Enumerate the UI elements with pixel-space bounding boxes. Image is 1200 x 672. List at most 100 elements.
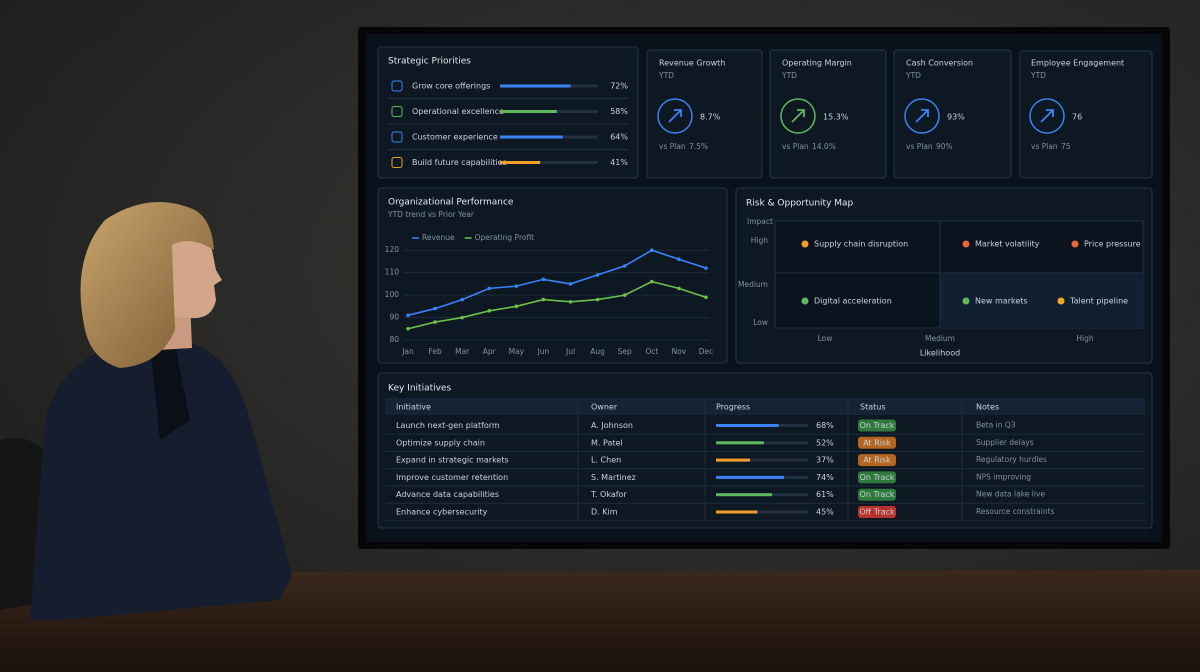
kpi-icon	[780, 98, 816, 134]
risk-label: Price pressure	[1084, 240, 1141, 249]
initiative-name: Advance data capabilities	[396, 490, 499, 499]
risk-cell	[940, 273, 1143, 328]
progress-bar	[500, 135, 563, 139]
kpi-card	[646, 49, 763, 179]
series-point	[622, 264, 627, 268]
priority-label: Operational excellence	[412, 107, 504, 116]
progress-track	[500, 161, 598, 164]
priority-icon	[391, 157, 403, 168]
chart-title: Organizational Performance	[388, 198, 514, 208]
series-point	[514, 304, 519, 309]
x-tick-label: May	[509, 347, 525, 356]
level-label: Medium	[738, 280, 768, 289]
series-line	[407, 249, 707, 317]
kpi-period: YTD	[658, 71, 674, 80]
series-point	[433, 306, 437, 311]
risk-label: Talent pipeline	[1069, 297, 1128, 306]
chart-subtitle: YTD trend vs Prior Year	[387, 210, 475, 219]
kpi-value: 76	[1072, 113, 1082, 122]
y-tick-label: 80	[389, 335, 399, 344]
owner: T. Okafor	[590, 490, 627, 499]
initiative-name: Enhance cybersecurity	[396, 508, 488, 517]
y-tick-label: 120	[385, 245, 400, 254]
status-pill	[858, 506, 896, 518]
priority-label: Build future capabilities	[412, 158, 507, 167]
table-header-cell: Progress	[716, 403, 750, 412]
person-jacket	[30, 340, 292, 620]
progress-bar	[500, 84, 571, 88]
person-hair	[80, 202, 214, 368]
priority-icon	[391, 106, 403, 117]
series-point	[541, 297, 546, 302]
progress-label: 52%	[816, 438, 834, 447]
risk-label: Market volatility	[975, 240, 1040, 249]
x-tick-label: Jan	[401, 347, 414, 356]
series-point	[595, 297, 600, 302]
initiative-name: Improve customer retention	[396, 473, 508, 482]
notes: Resource constraints	[976, 507, 1055, 516]
x-tick-label: Jun	[537, 347, 550, 356]
progress-label: 37%	[816, 456, 834, 465]
progress-track	[716, 458, 808, 462]
level-label: Low	[753, 318, 768, 327]
table-header-cell: Owner	[591, 403, 618, 412]
owner: A. Johnson	[591, 421, 633, 430]
level-label: High	[1076, 334, 1093, 343]
status-pill	[858, 419, 896, 432]
x-tick-label: Nov	[672, 347, 687, 356]
status-pill	[858, 454, 896, 467]
y-tick-label: 90	[389, 313, 399, 322]
series-point	[622, 293, 627, 297]
kpi-glyph	[1040, 109, 1054, 123]
kpi-value: 15.3%	[823, 113, 849, 122]
x-tick-label: Mar	[455, 347, 470, 356]
notes: Supplier delays	[976, 438, 1034, 447]
status-pill	[858, 436, 896, 449]
series-point	[487, 286, 492, 291]
notes: Beta in Q3	[976, 421, 1016, 430]
owner: L. Chen	[591, 456, 621, 465]
risk-label: New markets	[975, 297, 1028, 306]
kpi-compare: vs Plan	[782, 142, 809, 151]
status-label: At Risk	[863, 438, 891, 447]
progress-label: 61%	[816, 490, 834, 499]
priority-value: 58%	[610, 107, 628, 116]
x-tick-label: Dec	[699, 347, 714, 356]
progress-bar	[716, 493, 773, 497]
progress-bar	[500, 110, 557, 113]
owner: D. Kim	[591, 508, 618, 517]
desk	[0, 570, 1200, 672]
series-point	[677, 286, 681, 291]
priority-label: Grow core offerings	[412, 82, 490, 91]
series-point	[650, 248, 654, 253]
x-tick-label: Oct	[645, 347, 658, 356]
kpi-card	[769, 49, 887, 179]
initiative-name: Launch next-gen platform	[396, 421, 500, 430]
series-point	[460, 297, 464, 302]
progress-bar	[716, 458, 751, 462]
level-label: High	[751, 236, 768, 245]
kpi-card	[1019, 50, 1153, 179]
priority-icon	[391, 80, 403, 92]
performance-panel	[377, 187, 728, 364]
axis-label: Likelihood	[920, 349, 960, 358]
owner: M. Patel	[591, 438, 623, 447]
progress-bar	[716, 441, 764, 445]
status-label: Off Track	[859, 508, 895, 517]
series-point	[595, 273, 600, 277]
priority-icon	[391, 131, 403, 143]
person-collar	[150, 345, 190, 440]
table-header	[385, 398, 1145, 415]
series-point	[650, 279, 654, 284]
kpi-period: YTD	[781, 71, 797, 80]
panel-title: Risk & Opportunity Map	[746, 199, 854, 209]
x-tick-label: Apr	[483, 347, 497, 356]
initiatives-panel	[377, 372, 1153, 529]
kpi-icon	[904, 98, 940, 134]
risk-dot	[1057, 297, 1065, 305]
kpi-title: Cash Conversion	[906, 59, 973, 68]
initiative-name: Optimize supply chain	[396, 438, 485, 447]
kpi-compare: vs Plan	[659, 142, 686, 151]
owner: S. Martinez	[591, 473, 636, 482]
